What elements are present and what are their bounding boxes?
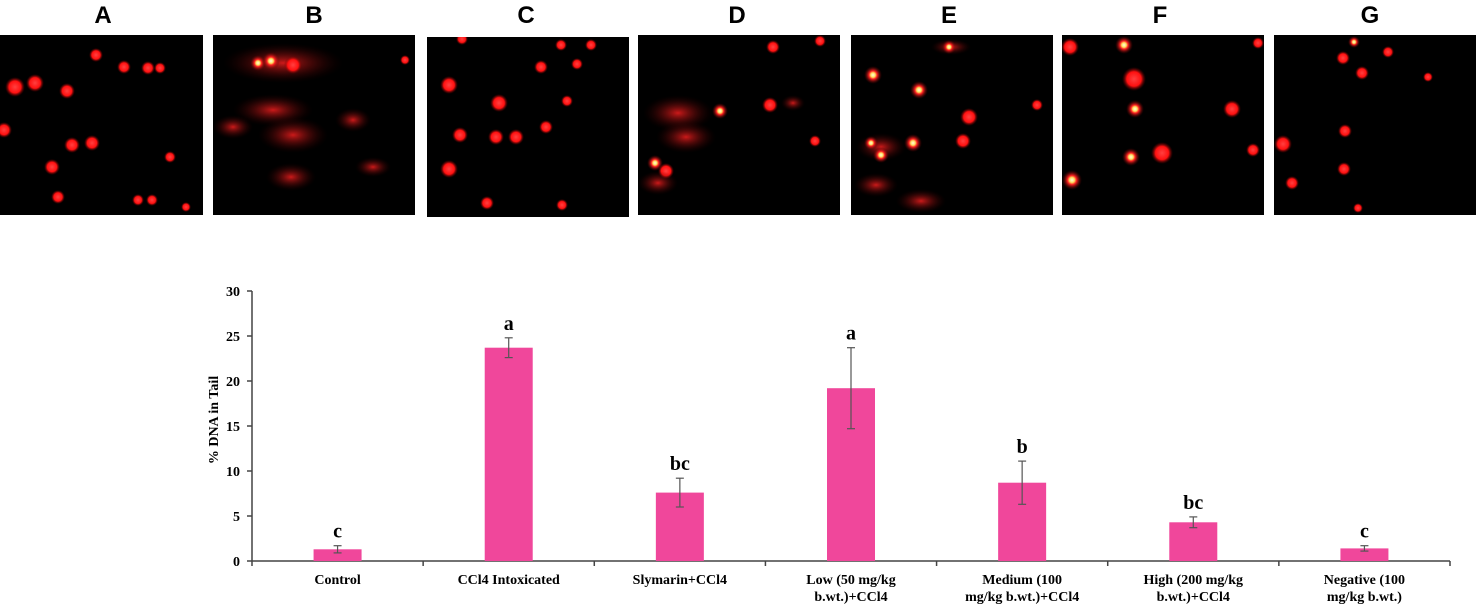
comet-image-g [1274, 35, 1476, 215]
y-tick-label: 30 [226, 285, 240, 300]
panel-label-f: F [1152, 2, 1168, 29]
x-tick-label: Control [263, 572, 413, 589]
bar [313, 549, 362, 561]
panel-label-a: A [94, 2, 112, 29]
x-tick-label-line: mg/kg b.wt.) [1326, 590, 1402, 605]
significance-label: bc [1183, 492, 1203, 514]
x-tick-label: Low (50 mg/kg b.wt.)+CCl4 [776, 572, 926, 606]
x-tick-label-line: Low (50 mg/kg [806, 573, 896, 588]
y-tick-label: 5 [233, 510, 240, 525]
x-tick-label: High (200 mg/kg b.wt.)+CCl4 [1118, 572, 1268, 606]
bar [484, 347, 533, 561]
x-tick-label: Negative (100 mg/kg b.wt.) [1289, 572, 1439, 606]
panel-label-g: G [1360, 2, 1380, 29]
significance-label: a [846, 323, 856, 345]
x-tick-label: Slymarin+CCl4 [605, 572, 755, 589]
x-tick-label-line: Slymarin+CCl4 [632, 573, 727, 588]
x-tick-label: Medium (100 mg/kg b.wt.)+CCl4 [947, 572, 1097, 606]
x-tick-label-line: CCl4 Intoxicated [457, 573, 560, 588]
panel-label-b: B [305, 2, 323, 29]
x-tick-label-line: b.wt.)+CCl4 [1156, 590, 1230, 605]
bar [1169, 522, 1218, 561]
comet-image-c [427, 37, 629, 217]
bar [1340, 548, 1389, 561]
significance-label: bc [670, 453, 690, 475]
comet-image-e [851, 35, 1053, 215]
x-tick-label-line: mg/kg b.wt.)+CCl4 [965, 590, 1080, 605]
significance-label: c [333, 521, 342, 543]
comet-image-d [638, 35, 840, 215]
significance-label: a [504, 313, 514, 335]
y-tick-label: 10 [226, 465, 240, 480]
panel-label-e: E [940, 2, 957, 29]
y-tick-label: 0 [233, 555, 240, 570]
significance-label: c [1360, 521, 1369, 543]
x-tick-label-line: Control [314, 573, 361, 588]
comet-image-f [1062, 35, 1264, 215]
y-tick-label: 15 [226, 420, 240, 435]
y-tick-label: 25 [226, 330, 240, 345]
x-tick-label-line: Medium (100 [982, 573, 1062, 588]
significance-label: b [1017, 436, 1028, 458]
dna-tail-bar-chart: 0 5 10 15 20 25 30 c a bc a b bc c [226, 285, 1451, 570]
panel-label-d: D [728, 2, 746, 29]
y-tick-label: 20 [226, 375, 240, 390]
comet-image-a [0, 35, 203, 215]
x-tick-label-line: b.wt.)+CCl4 [814, 590, 888, 605]
comet-image-b [213, 35, 415, 215]
x-tick-label-line: Negative (100 [1323, 573, 1406, 588]
x-tick-label-line: High (200 mg/kg [1143, 573, 1244, 588]
panel-label-c: C [517, 2, 535, 29]
x-tick-label: CCl4 Intoxicated [434, 572, 584, 589]
